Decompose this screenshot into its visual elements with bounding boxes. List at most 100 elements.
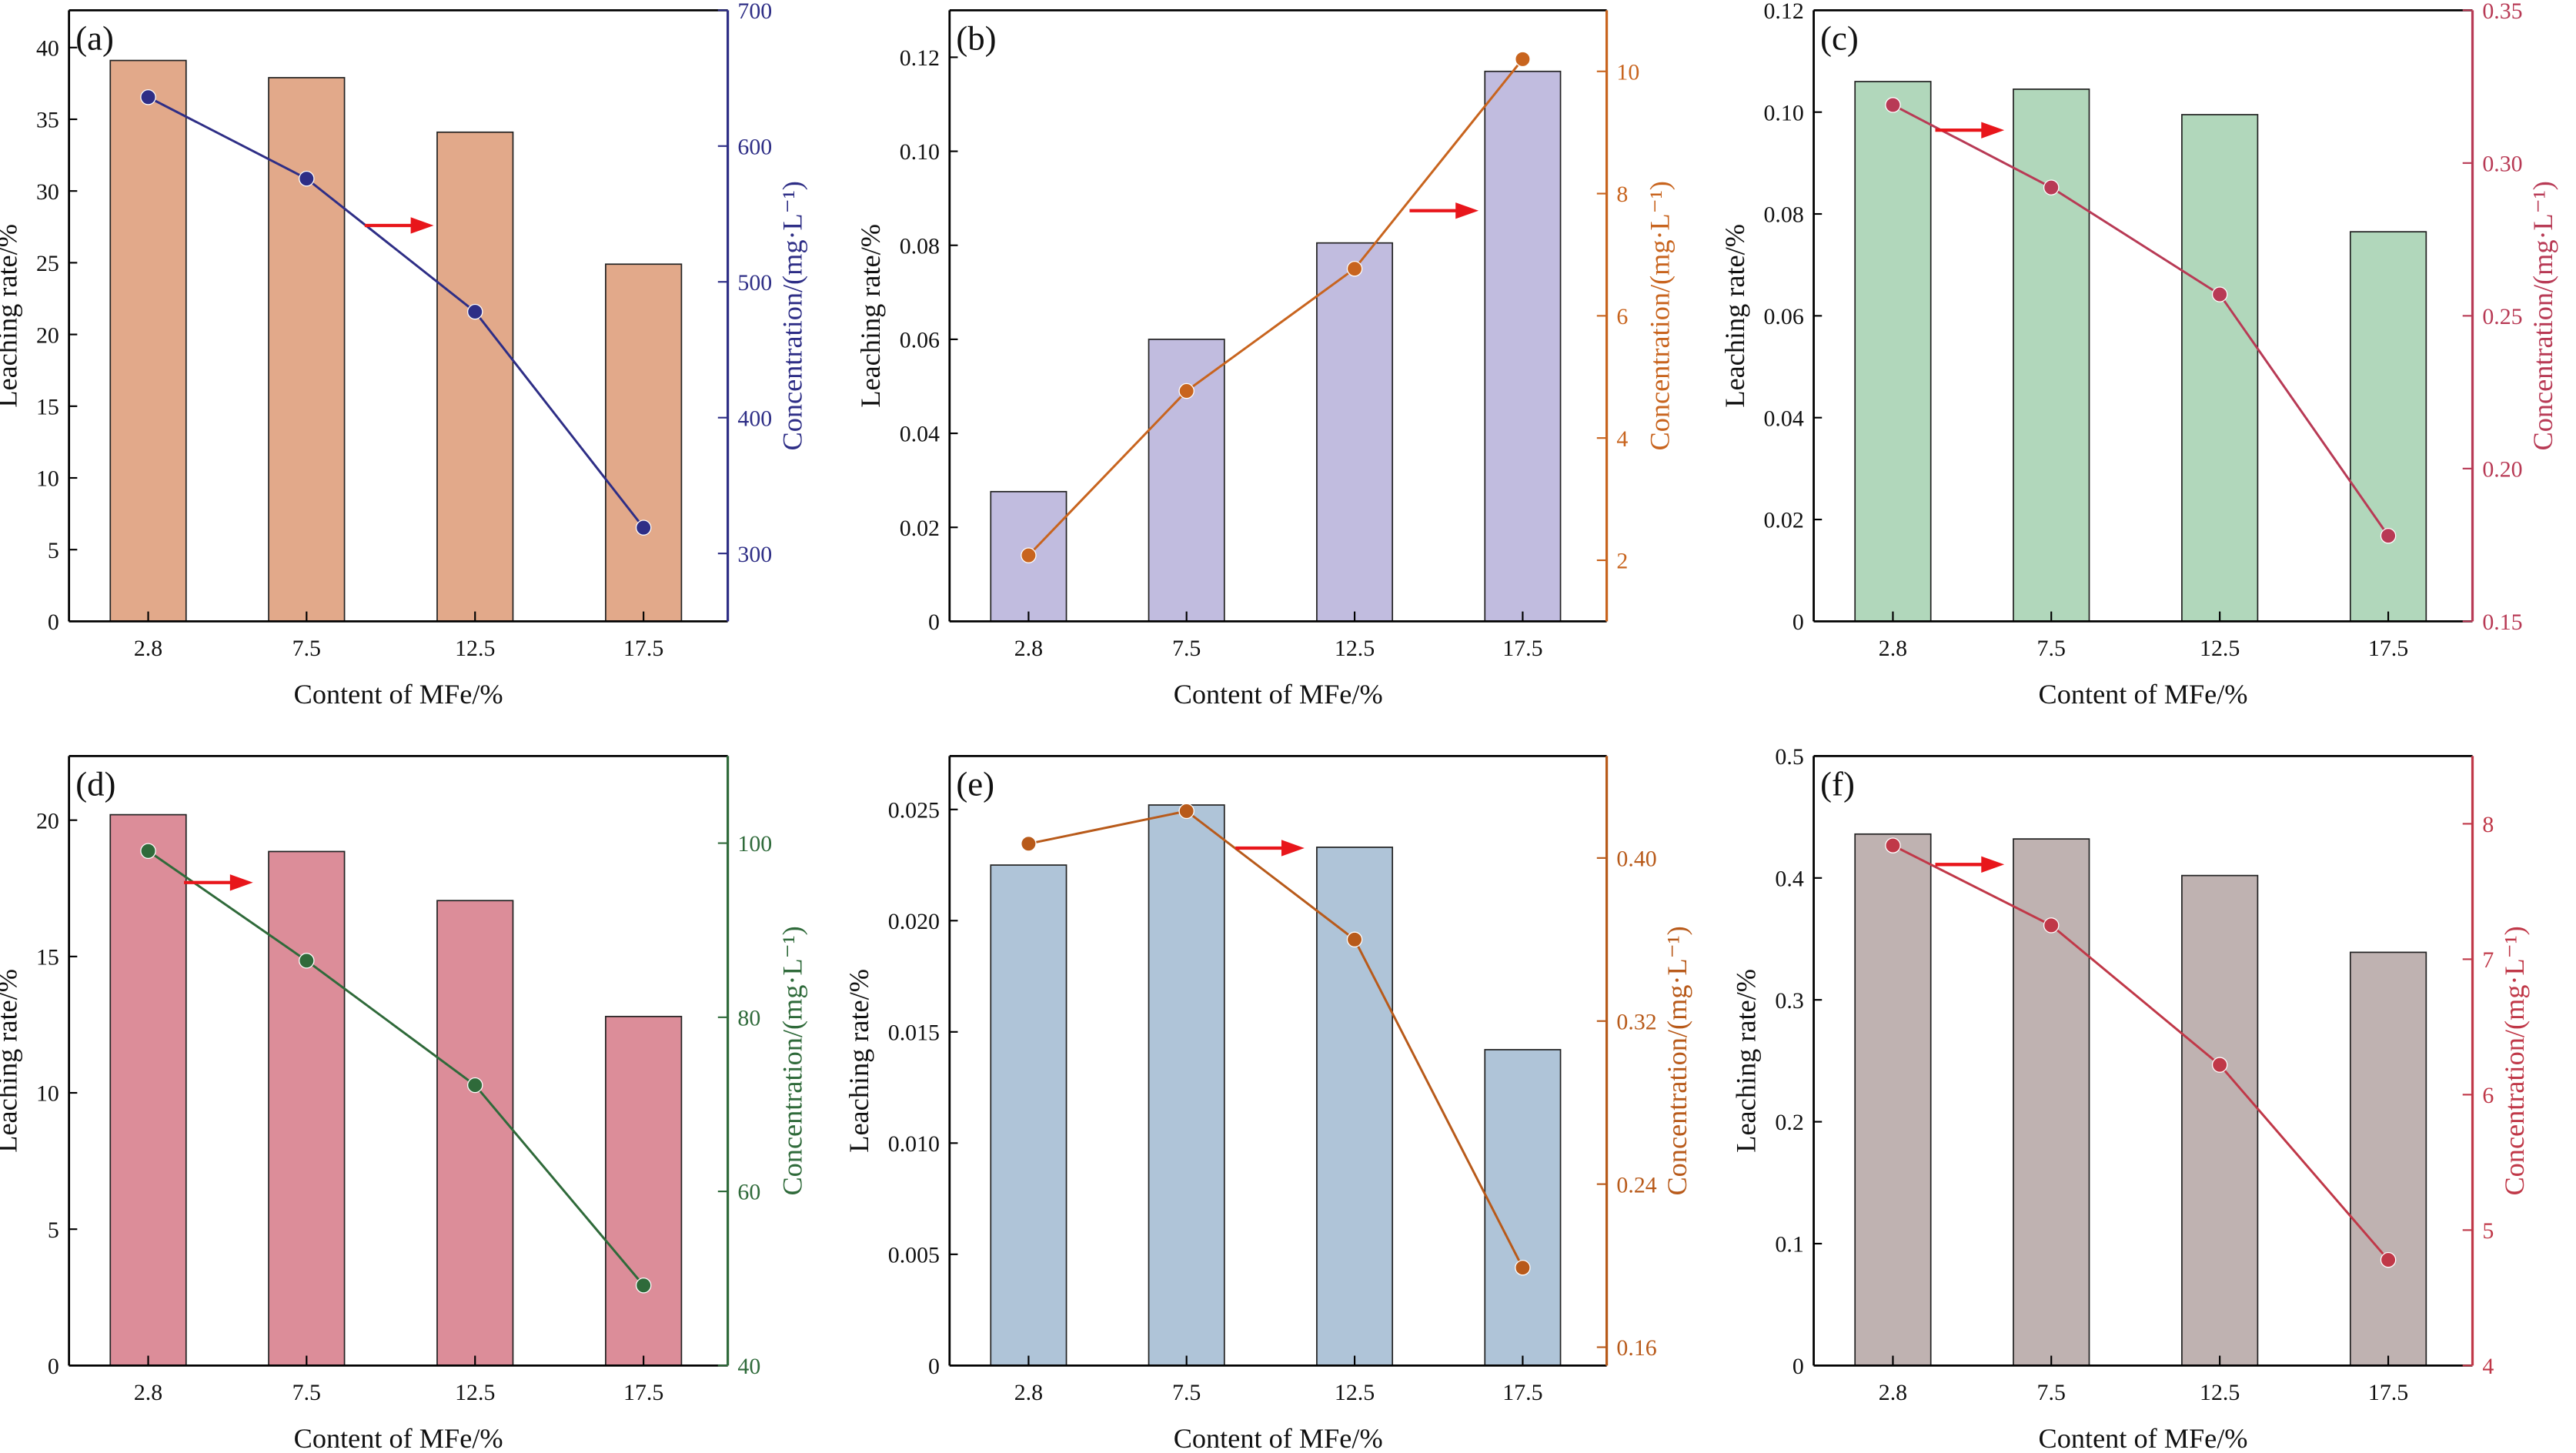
x-tick-label: 2.8 xyxy=(1879,1380,1907,1405)
x-tick-label: 17.5 xyxy=(2368,1380,2408,1405)
y2-tick-label: 40 xyxy=(737,1354,760,1379)
x-tick-label: 2.8 xyxy=(1014,636,1043,661)
right-arrow-icon xyxy=(1981,856,2005,873)
data-point xyxy=(299,170,315,187)
x-tick-label: 12.5 xyxy=(1335,636,1375,661)
y2-tick-label: 8 xyxy=(2482,812,2494,837)
y2-tick-label: 4 xyxy=(2482,1354,2494,1379)
y2-tick-label: 0.16 xyxy=(1616,1335,1656,1361)
y-tick-label: 0.04 xyxy=(1763,406,1803,431)
y-tick-label: 0.5 xyxy=(1775,744,1803,770)
data-point xyxy=(2043,179,2060,195)
data-point xyxy=(635,519,652,536)
y-tick-label: 5 xyxy=(48,538,59,563)
x-tick-label: 17.5 xyxy=(623,636,663,661)
y-tick-label: 30 xyxy=(36,179,59,205)
y2-tick-label: 500 xyxy=(737,270,772,296)
y2-tick-label: 4 xyxy=(1616,426,1628,452)
y-tick-label: 0.3 xyxy=(1775,988,1803,1014)
bar xyxy=(2013,89,2090,623)
x-tick-label: 7.5 xyxy=(292,636,321,661)
y-tick-label: 0.02 xyxy=(900,516,940,541)
y-tick-label: 0.4 xyxy=(1775,866,1803,891)
x-tick-label: 2.8 xyxy=(1879,636,1907,661)
panel-c: 0 0.02 0.04 0.06 0.08 0.10 0.12 0.15 0.20 0.25 0.3… xyxy=(1719,0,2558,710)
x-tick-label: 12.5 xyxy=(455,1380,495,1405)
y-axis-label: Leaching rate/% xyxy=(0,969,22,1153)
y-tick-label: 0.010 xyxy=(888,1131,940,1157)
panel-label: (d) xyxy=(75,765,115,803)
data-point xyxy=(1021,836,1037,852)
y2-tick-label: 6 xyxy=(2482,1083,2494,1108)
data-point xyxy=(2043,917,2060,934)
panel-label: (e) xyxy=(956,765,994,803)
panel-e: 0 0.005 0.010 0.015 0.020 0.025 0.16 0.24 0.32 0.… xyxy=(844,755,1692,1453)
y-tick-label: 10 xyxy=(36,466,59,492)
x-tick-label: 7.5 xyxy=(2037,636,2066,661)
x-tick-label: 17.5 xyxy=(2368,636,2408,661)
y2-tick-label: 400 xyxy=(737,406,772,431)
y-axis-label: Leaching rate/% xyxy=(0,224,22,408)
data-point xyxy=(2380,527,2397,544)
y-tick-label: 5 xyxy=(48,1218,59,1243)
bar xyxy=(1854,833,1932,1367)
y-tick-label: 0 xyxy=(48,610,59,635)
right-arrow-icon xyxy=(1455,202,1479,219)
data-point xyxy=(299,953,315,969)
y-tick-label: 10 xyxy=(36,1081,59,1107)
bar xyxy=(990,864,1067,1367)
y-tick-label: 20 xyxy=(36,808,59,833)
right-arrow-icon xyxy=(229,874,253,891)
concentration-line xyxy=(147,95,645,529)
x-tick-label: 12.5 xyxy=(2200,1380,2240,1405)
x-tick-label: 12.5 xyxy=(1335,1380,1375,1405)
y-tick-label: 40 xyxy=(36,35,59,61)
y2-tick-label: 600 xyxy=(737,134,772,159)
panel-label: (b) xyxy=(956,19,996,58)
right-arrow-icon xyxy=(410,217,434,234)
panel-label: (c) xyxy=(1820,19,1859,58)
x-axis-label: Content of MFe/% xyxy=(1174,679,1383,710)
x-axis-label: Content of MFe/% xyxy=(294,1423,503,1453)
panel-label: (f) xyxy=(1820,765,1855,803)
y-tick-label: 0.025 xyxy=(888,797,940,823)
y-tick-label: 20 xyxy=(36,322,59,348)
concentration-line xyxy=(147,850,645,1287)
x-tick-label: 17.5 xyxy=(1502,1380,1542,1405)
y2-tick-label: 700 xyxy=(737,0,772,24)
y2-tick-label: 100 xyxy=(737,831,772,857)
y2-tick-label: 0.24 xyxy=(1616,1172,1656,1197)
data-point xyxy=(2380,1251,2397,1268)
y-tick-label: 0 xyxy=(928,610,940,635)
bar xyxy=(1316,242,1394,623)
y2-axis-label: Concentration/(mg·L⁻¹) xyxy=(2499,926,2530,1195)
y-tick-label: 0.020 xyxy=(888,909,940,934)
y-tick-label: 0 xyxy=(48,1354,59,1379)
bar xyxy=(2181,874,2259,1367)
right-arrow-icon xyxy=(1981,122,2005,139)
y-tick-label: 0.10 xyxy=(900,139,940,165)
bar xyxy=(436,131,514,623)
y-axis-label: Leaching rate/% xyxy=(1731,969,1762,1153)
bar xyxy=(268,77,346,623)
y2-tick-label: 7 xyxy=(2482,947,2494,973)
data-point xyxy=(2211,1057,2228,1073)
x-tick-label: 17.5 xyxy=(623,1380,663,1405)
y-axis-label: Leaching rate/% xyxy=(855,224,886,408)
y-tick-label: 0.005 xyxy=(888,1243,940,1268)
y2-tick-label: 6 xyxy=(1616,304,1628,329)
x-axis-label: Content of MFe/% xyxy=(1174,1423,1383,1453)
y-axis-label: Leaching rate/% xyxy=(1719,224,1750,408)
bar xyxy=(436,900,514,1367)
data-point xyxy=(1515,51,1531,68)
bar xyxy=(109,59,187,623)
y-tick-label: 15 xyxy=(36,394,59,419)
y-tick-label: 0.06 xyxy=(900,328,940,353)
y2-tick-label: 8 xyxy=(1616,182,1628,207)
y-tick-label: 0.1 xyxy=(1775,1232,1803,1258)
panel-a: 0 5 10 15 20 25 30 35 40 300 400 500 600 700 2.8 7.5 12.… xyxy=(0,0,808,710)
x-axis-label: Content of MFe/% xyxy=(2039,679,2248,710)
bar xyxy=(1148,339,1225,623)
data-point xyxy=(1346,931,1363,948)
